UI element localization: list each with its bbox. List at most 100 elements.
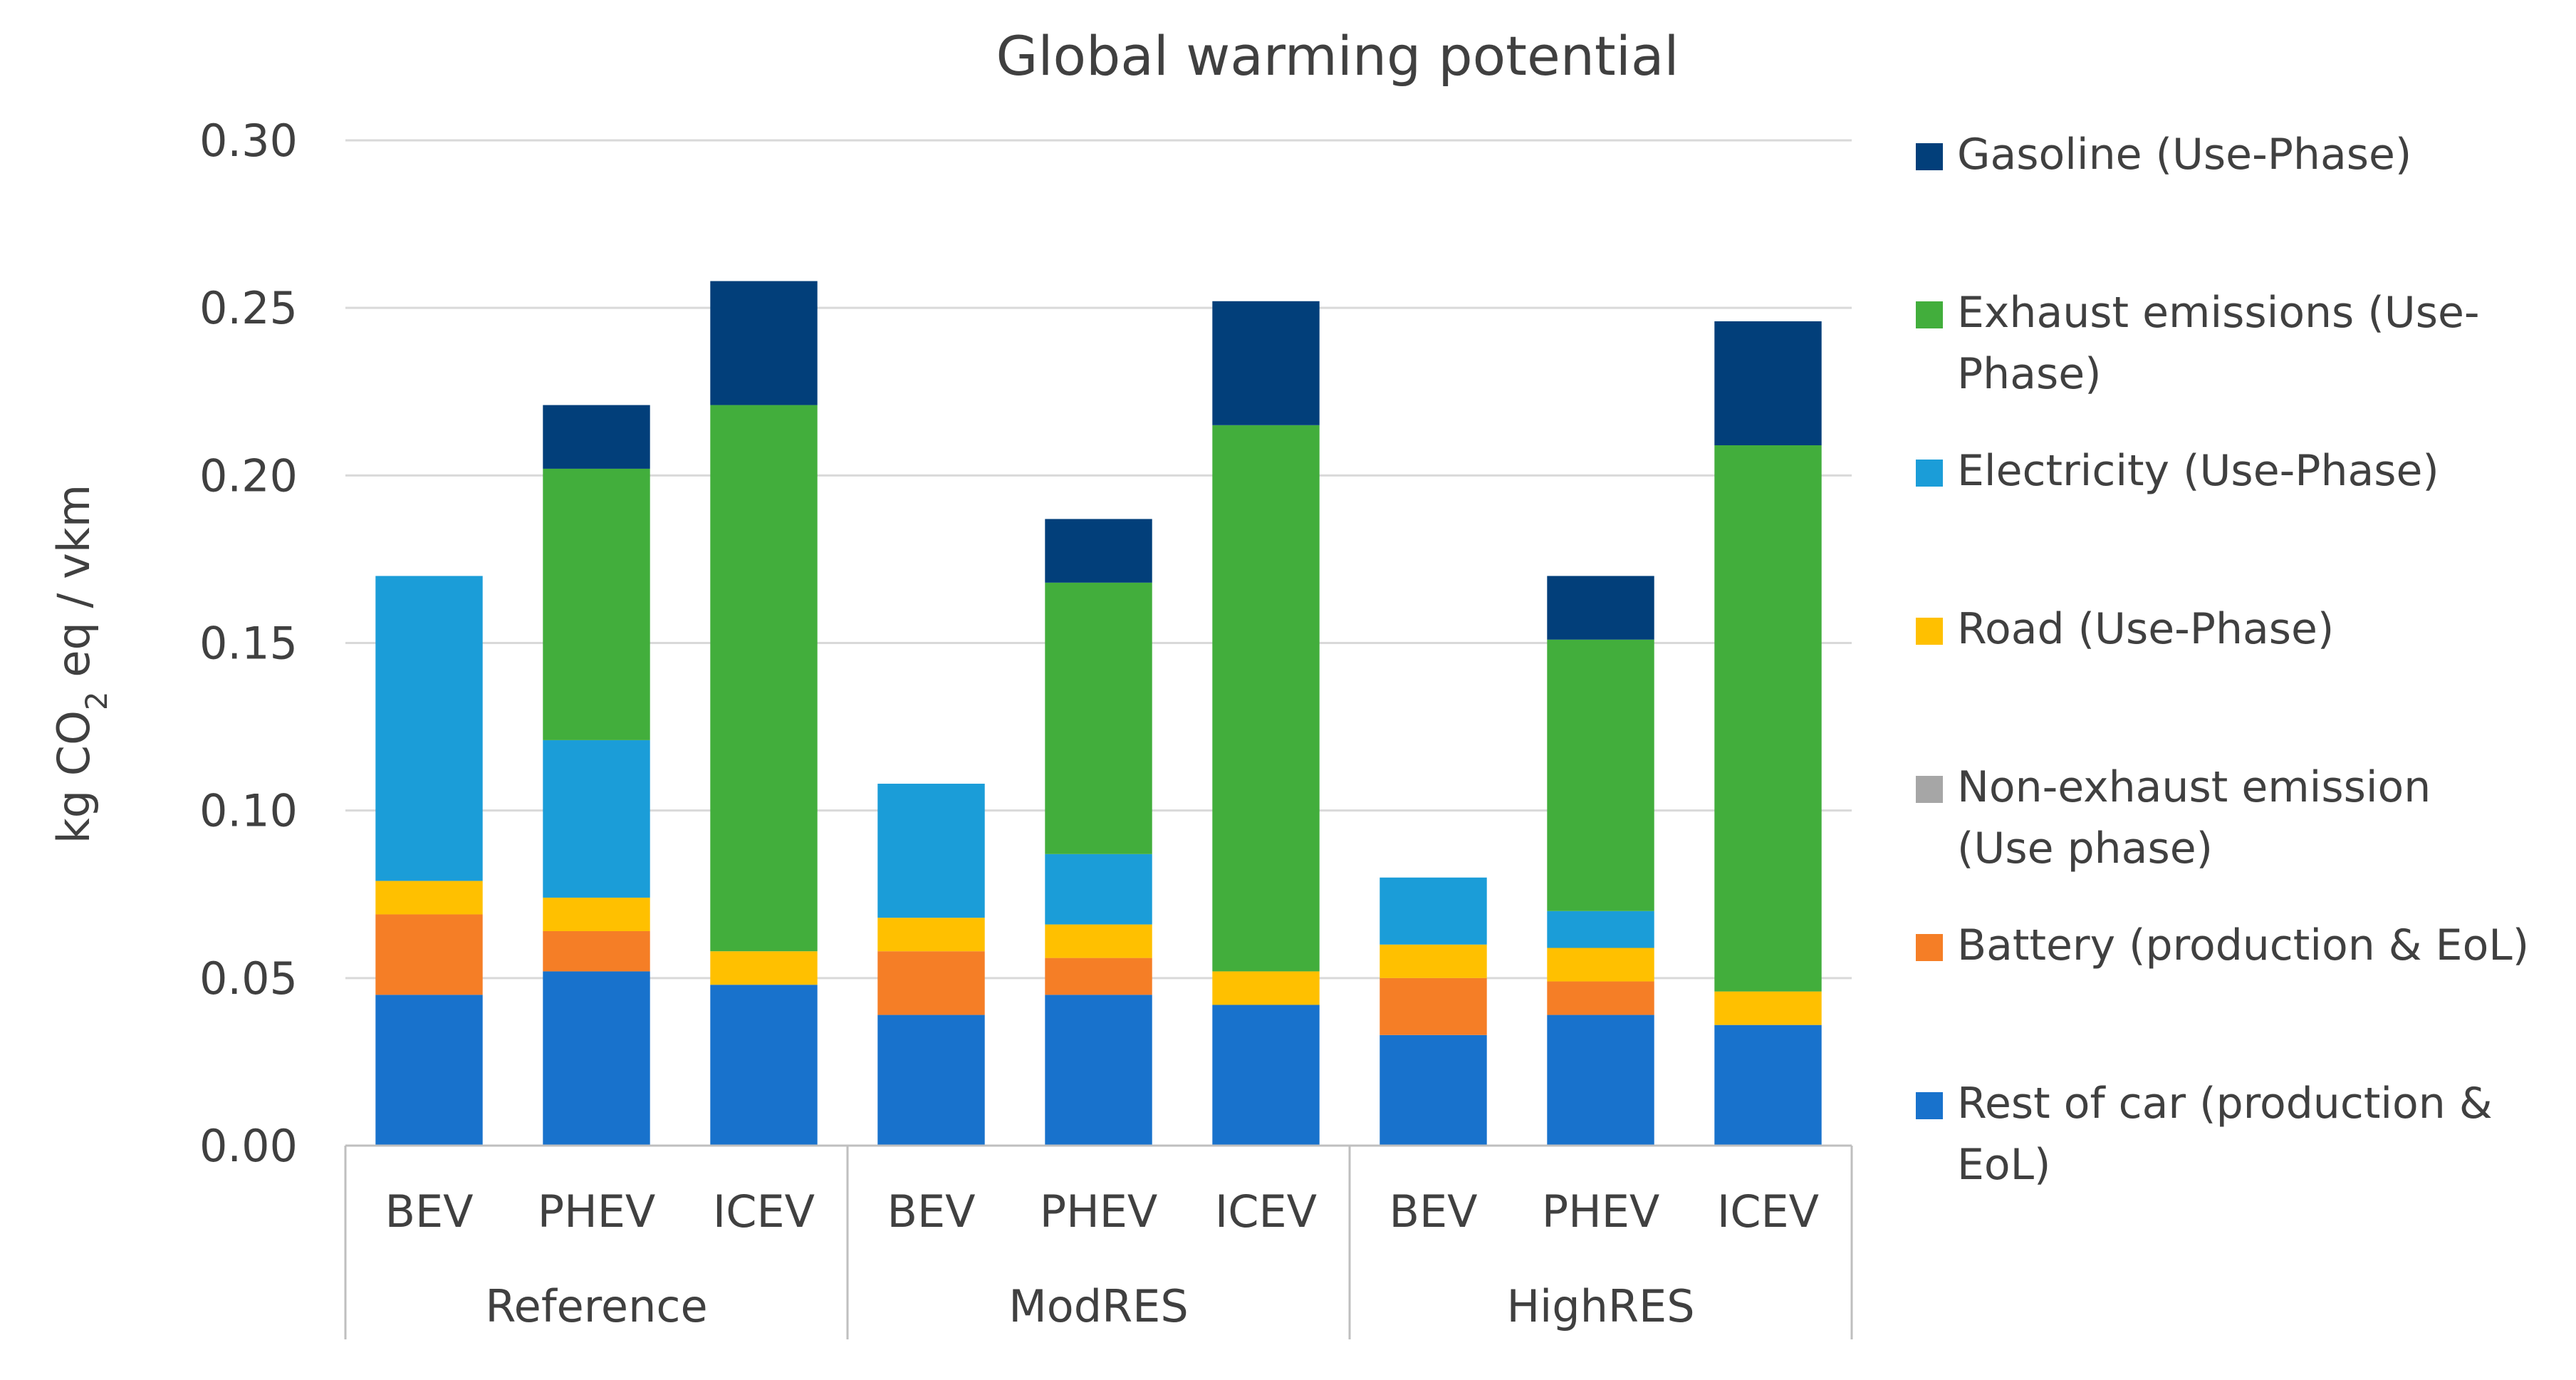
bar-segment xyxy=(710,405,817,952)
legend-label: Gasoline (Use-Phase) xyxy=(1957,130,2411,180)
legend-swatch xyxy=(1916,460,1943,487)
y-tick-label: 0.05 xyxy=(199,953,298,1005)
legend-swatch xyxy=(1916,1092,1943,1119)
bar-segment xyxy=(1045,925,1152,958)
legend-item: Non-exhaust emission (Use phase) xyxy=(1916,762,2431,873)
legend-item: Rest of car (production & EoL) xyxy=(1916,1079,2493,1190)
legend-label: Non-exhaust emission (Use phase) xyxy=(1957,762,2431,873)
y-axis-label-prefix: kg CO xyxy=(48,710,100,844)
x-tick-label: PHEV xyxy=(1542,1186,1660,1238)
legend-label: Road (Use-Phase) xyxy=(1957,604,2334,654)
legend-swatch xyxy=(1916,301,1943,328)
bar-segment xyxy=(375,995,482,1146)
bar-stack-phev xyxy=(1045,519,1152,1146)
legend-label: Electricity (Use-Phase) xyxy=(1957,446,2439,496)
y-axis-ticks: 0.00 0.05 0.10 0.15 0.20 0.25 0.30 xyxy=(199,115,298,1172)
legend-label: Battery (production & EoL) xyxy=(1957,920,2529,970)
x-tick-label: ICEV xyxy=(1215,1186,1317,1238)
bar-segment xyxy=(543,931,650,971)
x-tick-label: PHEV xyxy=(538,1186,656,1238)
bar-segment xyxy=(710,985,817,1146)
bar-segment xyxy=(1045,995,1152,1146)
x-tick-label: BEV xyxy=(385,1186,473,1238)
bar-segment xyxy=(1212,1005,1319,1146)
bar-segment xyxy=(1380,945,1486,978)
bar-segment xyxy=(1380,1035,1486,1146)
bar-segment xyxy=(710,281,817,405)
bar-segment xyxy=(543,971,650,1146)
bar-segment xyxy=(543,469,650,740)
bar-segment xyxy=(1714,321,1821,445)
bar-segment xyxy=(877,951,984,1015)
bar-segment xyxy=(1714,992,1821,1025)
bar-segment xyxy=(877,918,984,951)
x-tick-label: BEV xyxy=(1389,1186,1477,1238)
x-tick-label: ICEV xyxy=(713,1186,815,1238)
group-label: ModRES xyxy=(1008,1280,1188,1332)
legend: Gasoline (Use-Phase) Exhaust emissions (U… xyxy=(1916,130,2529,1190)
bar-segment xyxy=(1547,640,1654,911)
bar-segment xyxy=(543,898,650,931)
y-tick-label: 0.15 xyxy=(199,618,298,670)
legend-swatch xyxy=(1916,776,1943,803)
bar-segment xyxy=(1714,1025,1821,1146)
chart-title: Global warming potential xyxy=(996,24,1679,88)
stacked-bar-chart: Global warming potential kg CO2 eq / vkm… xyxy=(0,0,2576,1380)
bar-segment xyxy=(1045,854,1152,925)
bar-stack-bev xyxy=(1380,878,1486,1146)
bar-segment xyxy=(1380,878,1486,945)
y-tick-label: 0.10 xyxy=(199,785,298,837)
legend-label: Exhaust emissions (Use-Phase) xyxy=(1957,288,2480,399)
bar-segment xyxy=(375,576,482,881)
bar-segment xyxy=(1714,445,1821,992)
y-tick-label: 0.00 xyxy=(199,1120,298,1172)
legend-item: Exhaust emissions (Use-Phase) xyxy=(1916,288,2480,399)
bar-segment xyxy=(375,914,482,995)
y-axis-label-suffix: eq / vkm xyxy=(48,484,100,692)
bar-stack-icev xyxy=(1212,301,1319,1146)
legend-swatch xyxy=(1916,618,1943,645)
y-tick-label: 0.25 xyxy=(199,282,298,334)
bar-segment xyxy=(1547,576,1654,639)
bar-segment xyxy=(1045,519,1152,582)
x-tick-label: BEV xyxy=(887,1186,975,1238)
legend-item: Battery (production & EoL) xyxy=(1916,920,2529,970)
bar-segment xyxy=(1212,971,1319,1005)
bar-stack-icev xyxy=(710,281,817,1146)
group-label: HighRES xyxy=(1506,1280,1694,1332)
bar-segment xyxy=(1212,301,1319,425)
bar-segment xyxy=(1547,948,1654,982)
x-tick-label: PHEV xyxy=(1040,1186,1158,1238)
x-tick-label: ICEV xyxy=(1717,1186,1819,1238)
bar-stack-phev xyxy=(543,405,650,1146)
bar-segment xyxy=(1045,958,1152,995)
bar-stack-phev xyxy=(1547,576,1654,1146)
bar-segment xyxy=(1547,911,1654,948)
legend-item: Electricity (Use-Phase) xyxy=(1916,446,2439,496)
legend-swatch xyxy=(1916,143,1943,170)
bar-segment xyxy=(877,1015,984,1146)
bar-segment xyxy=(543,405,650,469)
bars xyxy=(375,281,1821,1146)
group-label: Reference xyxy=(485,1280,707,1332)
bar-segment xyxy=(375,881,482,914)
bar-stack-bev xyxy=(877,784,984,1146)
y-tick-label: 0.30 xyxy=(199,115,298,167)
bar-stack-bev xyxy=(375,576,482,1146)
bar-segment xyxy=(710,951,817,985)
y-tick-label: 0.20 xyxy=(199,450,298,502)
legend-swatch xyxy=(1916,934,1943,961)
legend-label: Rest of car (production & EoL) xyxy=(1957,1079,2493,1190)
legend-item: Road (Use-Phase) xyxy=(1916,604,2334,654)
bar-segment xyxy=(543,740,650,898)
bar-segment xyxy=(1547,982,1654,1015)
bar-segment xyxy=(1380,978,1486,1035)
bar-segment xyxy=(1547,1015,1654,1146)
y-axis-label: kg CO2 eq / vkm xyxy=(48,484,114,844)
bar-segment xyxy=(1045,583,1152,854)
legend-item: Gasoline (Use-Phase) xyxy=(1916,130,2411,180)
bar-segment xyxy=(1212,425,1319,972)
bar-segment xyxy=(877,784,984,918)
bar-stack-icev xyxy=(1714,321,1821,1146)
